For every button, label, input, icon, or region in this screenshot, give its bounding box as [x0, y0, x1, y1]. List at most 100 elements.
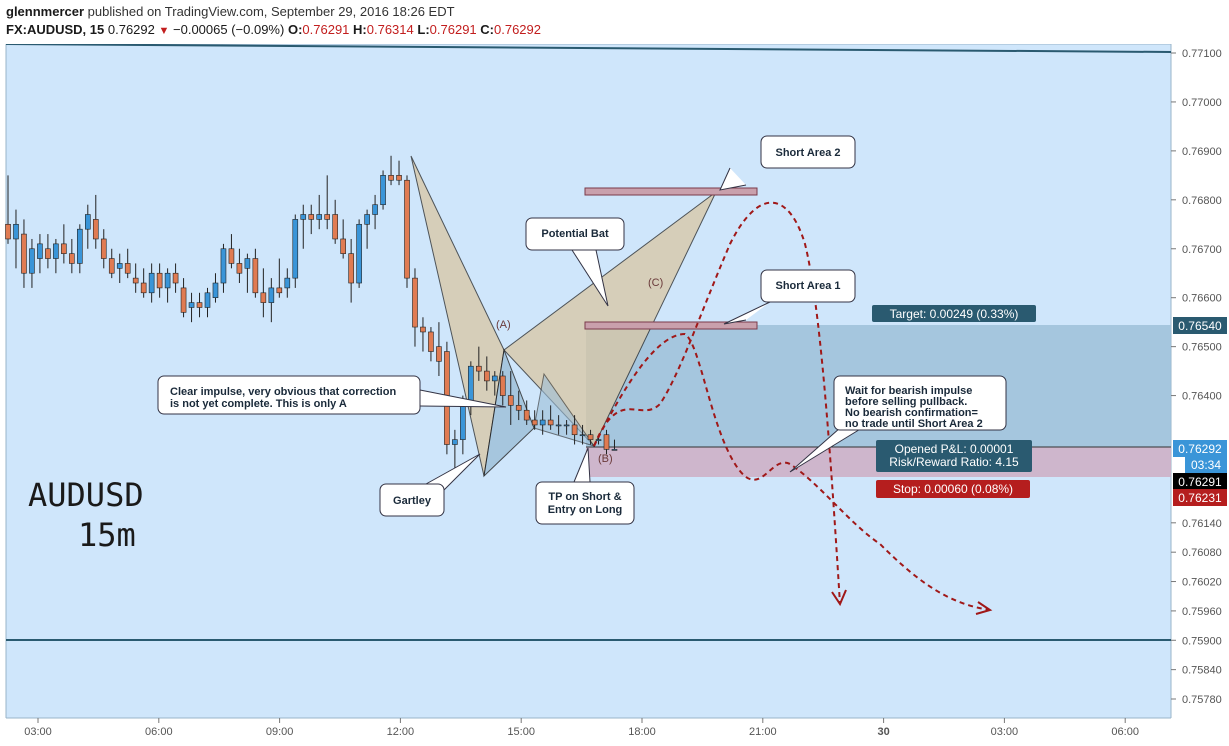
candle-bullish[interactable] — [220, 248, 227, 284]
candle-bearish[interactable] — [180, 287, 187, 313]
candle-bullish[interactable] — [380, 175, 386, 206]
candle-bearish[interactable] — [140, 282, 147, 294]
price-axis[interactable] — [1171, 44, 1229, 718]
candle-bearish[interactable] — [507, 395, 514, 406]
candle-bullish[interactable] — [268, 287, 275, 303]
candle-bullish[interactable] — [364, 214, 370, 225]
callout-potential-bat[interactable]: Potential Bat — [525, 217, 625, 307]
candle-bearish[interactable] — [196, 302, 203, 308]
candle-bearish[interactable] — [436, 346, 442, 362]
candle-bearish[interactable] — [45, 248, 51, 259]
callout-gartley[interactable]: Gartley — [379, 453, 481, 517]
candle-bullish[interactable] — [595, 439, 602, 441]
projection-path-1[interactable] — [593, 201, 841, 605]
callout-tp-entry[interactable]: TP on Short & Entry on Long — [535, 447, 635, 525]
candle-bullish[interactable] — [460, 405, 466, 440]
candle-bullish[interactable] — [292, 219, 299, 279]
candle-bearish[interactable] — [404, 179, 410, 279]
candle-bearish[interactable] — [228, 248, 235, 264]
candle-bearish[interactable] — [132, 277, 139, 284]
candle-bullish[interactable] — [204, 292, 211, 308]
candle-bearish[interactable] — [587, 434, 594, 440]
candle-bullish[interactable] — [13, 223, 19, 240]
candle-bullish[interactable] — [164, 272, 171, 289]
candle-bearish[interactable] — [483, 370, 490, 382]
candle-bearish[interactable] — [61, 243, 67, 254]
callout-short-area-1[interactable]: Short Area 1 — [723, 269, 856, 325]
candle-bearish[interactable] — [388, 175, 394, 181]
candle-bearish[interactable] — [69, 253, 75, 264]
candle-bullish[interactable] — [555, 424, 562, 427]
candle-bearish[interactable] — [428, 331, 434, 352]
short-area-2-box[interactable] — [584, 187, 758, 196]
callout-short-area-2[interactable]: Short Area 2 — [719, 135, 856, 191]
candle-bullish[interactable] — [300, 214, 307, 220]
candle-bearish[interactable] — [571, 424, 578, 436]
candle-bearish[interactable] — [523, 409, 530, 421]
candle-bearish[interactable] — [100, 238, 107, 259]
author-name[interactable]: glennmercer — [6, 4, 85, 19]
candle-bullish[interactable] — [372, 204, 378, 215]
candle-bearish[interactable] — [108, 258, 115, 274]
candle-bullish[interactable] — [452, 439, 458, 445]
candle-bearish[interactable] — [603, 434, 610, 450]
candle-bearish[interactable] — [340, 238, 346, 254]
candle-bearish[interactable] — [308, 214, 315, 220]
candle-bullish[interactable] — [563, 424, 570, 427]
candle-bearish[interactable] — [172, 272, 179, 284]
candle-bullish[interactable] — [316, 214, 323, 220]
candle-bearish[interactable] — [276, 287, 283, 294]
candle-bullish[interactable] — [539, 419, 546, 426]
projection-path-2[interactable] — [593, 332, 991, 611]
bat-inner-triangle[interactable] — [533, 372, 596, 447]
candle-bearish[interactable] — [260, 292, 267, 303]
candle-bullish[interactable] — [148, 272, 155, 294]
symbol-label[interactable]: FX:AUDUSD, 15 — [6, 22, 105, 37]
pnl-tag[interactable]: Opened P&L: 0.00001 Risk/Reward Ratio: 4… — [876, 440, 1032, 472]
candle-bullish[interactable] — [85, 214, 91, 230]
callout-impulse[interactable]: Clear impulse, very obvious that correct… — [157, 375, 507, 415]
candle-bullish[interactable] — [29, 248, 35, 274]
target-tag[interactable]: Target: 0.00249 (0.33%) — [872, 305, 1036, 322]
candle-bearish[interactable] — [499, 375, 506, 396]
ohlc-legend: FX:AUDUSD, 15 0.76292 ▼ −0.00065 (−0.09%… — [6, 22, 541, 37]
candle-bearish[interactable] — [332, 214, 338, 240]
candle-bullish[interactable] — [53, 243, 59, 259]
candle-bearish[interactable] — [124, 263, 131, 274]
candle-bearish[interactable] — [21, 233, 27, 274]
candle-bullish[interactable] — [37, 243, 43, 259]
price-tick-label: 0.76800 — [1182, 195, 1222, 207]
gartley-abc-triangle[interactable] — [483, 348, 535, 478]
callout-wait[interactable]: Wait for bearish impulse before selling … — [789, 375, 1007, 473]
candle-bullish[interactable] — [116, 263, 123, 269]
candle-bullish[interactable] — [284, 277, 291, 289]
candle-bullish[interactable] — [356, 223, 362, 284]
candle-bearish[interactable] — [252, 258, 259, 294]
candle-bullish[interactable] — [579, 434, 586, 437]
candle-bearish[interactable] — [5, 223, 11, 240]
candle-bullish[interactable] — [491, 375, 498, 382]
stop-tag[interactable]: Stop: 0.00060 (0.08%) — [876, 480, 1030, 498]
candle-bearish[interactable] — [420, 326, 426, 333]
candle-bearish[interactable] — [515, 405, 522, 411]
candle-bearish[interactable] — [92, 219, 99, 240]
candle-bullish[interactable] — [77, 228, 83, 264]
candle-bullish[interactable] — [611, 449, 618, 451]
projection-arrowhead-2 — [975, 601, 993, 615]
candle-bearish[interactable] — [396, 175, 402, 181]
candle-bearish[interactable] — [476, 365, 482, 372]
short-area-1-box[interactable] — [584, 321, 758, 330]
candle-bearish[interactable] — [531, 419, 538, 426]
candle-bearish[interactable] — [412, 277, 418, 328]
upper-trend-line[interactable] — [5, 44, 1172, 53]
candle-bullish[interactable] — [244, 258, 251, 269]
candle-bullish[interactable] — [212, 282, 219, 298]
candle-bearish[interactable] — [236, 263, 243, 274]
candle-bearish[interactable] — [156, 272, 163, 289]
price-chart[interactable]: 0.77100 0.77000 0.76900 0.76800 0.76700 0.766… — [0, 44, 1229, 746]
candle-bearish[interactable] — [547, 419, 554, 426]
time-axis[interactable] — [0, 718, 1229, 746]
candle-bearish[interactable] — [324, 214, 331, 220]
candle-bullish[interactable] — [188, 302, 195, 308]
candle-bearish[interactable] — [348, 253, 354, 284]
